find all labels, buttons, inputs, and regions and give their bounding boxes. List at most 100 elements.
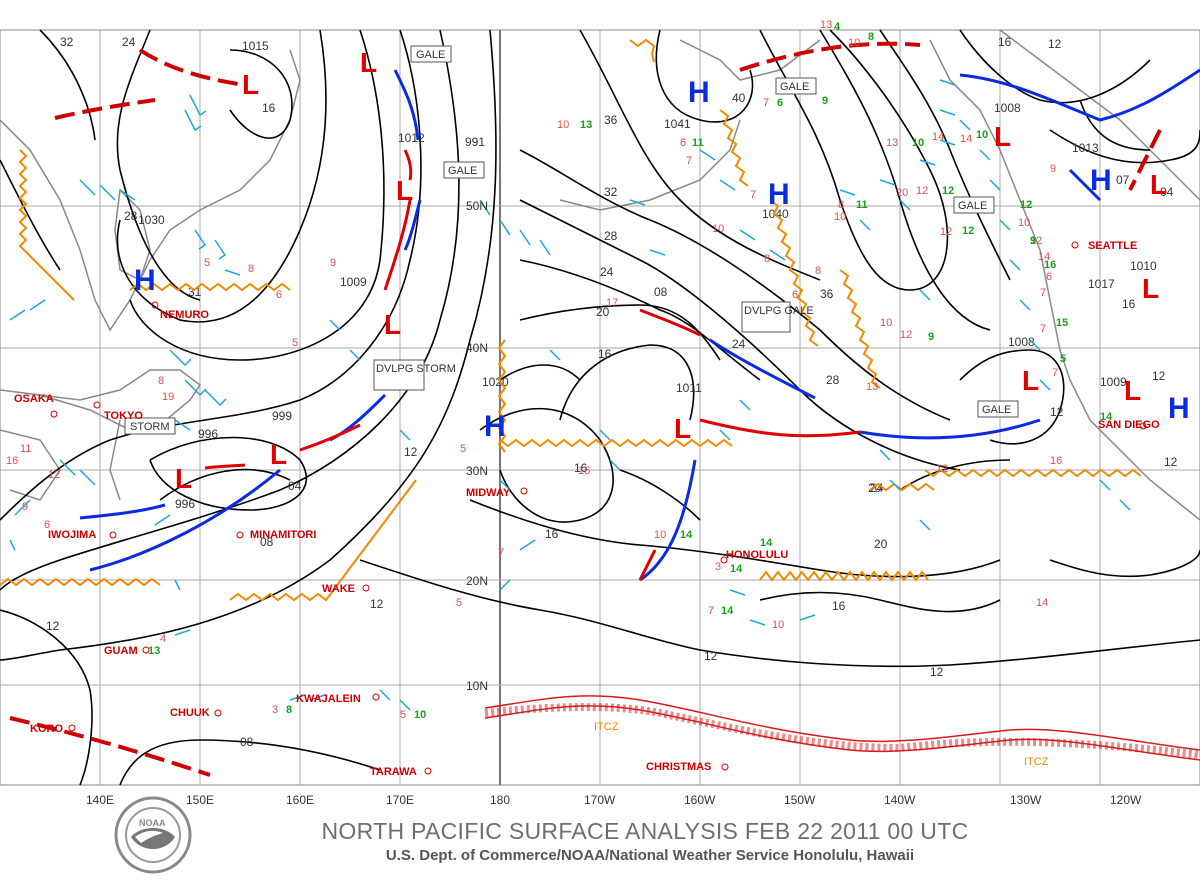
low-pressure-center: L — [270, 439, 287, 470]
city-label: SEATTLE — [1088, 240, 1137, 252]
wind-speed-labels-green: 13 11 6 9 10 9 11 12 12 14 13 10 14 8 10… — [148, 21, 1113, 721]
isobar-label: 12 — [46, 619, 60, 633]
latitude-label: 10N — [466, 679, 488, 693]
svg-text:DVLPG GALE: DVLPG GALE — [744, 305, 814, 317]
warning-box: STORM — [124, 417, 176, 435]
isobar-label: 08 — [654, 285, 668, 299]
wind-speed-label: 14 — [721, 605, 734, 617]
isobar-label: 12 — [1048, 37, 1062, 51]
trough — [9, 716, 211, 777]
isobar-label: 16 — [545, 527, 559, 541]
wind-speed-label: 8 — [868, 31, 874, 43]
wind-speed-label: 12 — [1030, 235, 1042, 247]
low-pressure-center: L — [994, 121, 1011, 152]
warm-front — [299, 423, 361, 452]
wind-speed-label: 16 — [1044, 259, 1056, 271]
cold-front — [89, 468, 281, 572]
isobar-label: 36 — [604, 113, 618, 127]
svg-text:GALE: GALE — [416, 49, 445, 61]
svg-text:STORM: STORM — [130, 421, 170, 433]
wind-speed-label: 7 — [1040, 287, 1046, 299]
wind-speed-label: 6 — [777, 97, 783, 109]
isobar-label: 1008 — [994, 101, 1021, 115]
city-label: MINAMITORI — [250, 529, 316, 541]
cold-front — [709, 338, 816, 400]
fronts — [9, 41, 1200, 777]
high-pressure-center: H — [1090, 164, 1112, 197]
warm-front — [383, 199, 412, 291]
wind-speed-label: 13 — [580, 119, 592, 131]
wind-speed-label: 7 — [686, 155, 692, 167]
wind-speed-label: 8 — [764, 253, 770, 265]
wind-speed-label: 4 — [160, 633, 166, 645]
wind-speed-label: 11 — [692, 137, 704, 149]
isobars — [0, 29, 1200, 786]
cold-front — [393, 69, 420, 141]
wind-barbs — [9, 79, 1131, 711]
city-label: GUAM — [104, 645, 138, 657]
wind-speed-label: 14 — [1036, 597, 1048, 609]
isobar-label: 28 — [826, 373, 840, 387]
wind-speed-label: 14 — [680, 529, 693, 541]
isobar-label: 40 — [732, 91, 746, 105]
high-pressure-center: H — [688, 76, 710, 109]
wind-speed-label: 8 — [158, 375, 164, 387]
trough — [739, 41, 921, 72]
warning-box: GALE — [410, 45, 452, 63]
wind-speed-label: 9 — [330, 257, 336, 269]
wind-speed-label: 13 — [148, 645, 160, 657]
cold-front — [639, 459, 697, 582]
isobar-label: 12 — [1152, 369, 1166, 383]
wind-speed-label: 9 — [1030, 235, 1036, 247]
isobar-label: 12 — [404, 445, 418, 459]
wind-speed-label: 5 — [204, 257, 210, 269]
wind-speed-label: 10 — [414, 709, 426, 721]
wind-speed-label: 10 — [834, 211, 846, 223]
isobar-label: 1017 — [1088, 277, 1115, 291]
latitude-label: 20N — [466, 574, 488, 588]
wind-speed-label: 12 — [1020, 199, 1032, 211]
latitude-label: 50N — [466, 199, 488, 213]
wind-speed-label: 6 — [276, 289, 282, 301]
wind-speed-label: 11 — [856, 199, 868, 211]
ridge-lines — [0, 38, 1142, 602]
latitude-label: 30N — [466, 464, 488, 478]
isobar-label: 07 — [1116, 173, 1130, 187]
isobar-label: 999 — [272, 409, 292, 423]
low-pressure-center: L — [674, 413, 691, 444]
wind-speed-label: 4 — [834, 21, 841, 33]
high-pressure-center: H — [484, 410, 506, 443]
svg-text:DVLPG STORM: DVLPG STORM — [376, 363, 456, 375]
warning-box: DVLPG GALE — [741, 301, 814, 333]
warning-box: GALE — [953, 196, 995, 214]
wind-speed-label: 15 — [1056, 317, 1068, 329]
wind-speed-label: 10 — [1018, 217, 1030, 229]
isobar-label: 16 — [574, 461, 588, 475]
isobar-label: 24 — [732, 337, 746, 351]
wind-speed-label: 12 — [900, 329, 912, 341]
wind-speed-label: 3 — [715, 561, 721, 573]
wind-speed-label: 10 — [654, 529, 666, 541]
wind-speed-label: 7 — [750, 189, 756, 201]
wind-speed-label: 20 — [896, 187, 908, 199]
isobar-label: 1041 — [664, 117, 691, 131]
latitude-label: 40N — [466, 341, 488, 355]
isobar-label: 1012 — [398, 131, 425, 145]
itcz-label: ITCZ — [594, 721, 619, 733]
wind-speed-label: 10 — [912, 137, 924, 149]
isobar-label: 16 — [1122, 297, 1136, 311]
wind-speed-label: 9 — [928, 331, 934, 343]
longitude-label: 140W — [884, 793, 916, 807]
isobar-label: 08 — [260, 535, 274, 549]
wind-speed-label: 6 — [680, 137, 686, 149]
isobar-label: 24 — [122, 35, 136, 49]
isobar-label: 1015 — [242, 39, 269, 53]
warning-box: DVLPG STORM — [373, 359, 456, 391]
coastlines — [0, 29, 1200, 521]
itcz-bands — [484, 695, 1200, 761]
isobar-label: 1011 — [676, 381, 702, 395]
wind-speed-label: 8 — [815, 265, 821, 277]
low-pressure-center: L — [1150, 169, 1167, 200]
